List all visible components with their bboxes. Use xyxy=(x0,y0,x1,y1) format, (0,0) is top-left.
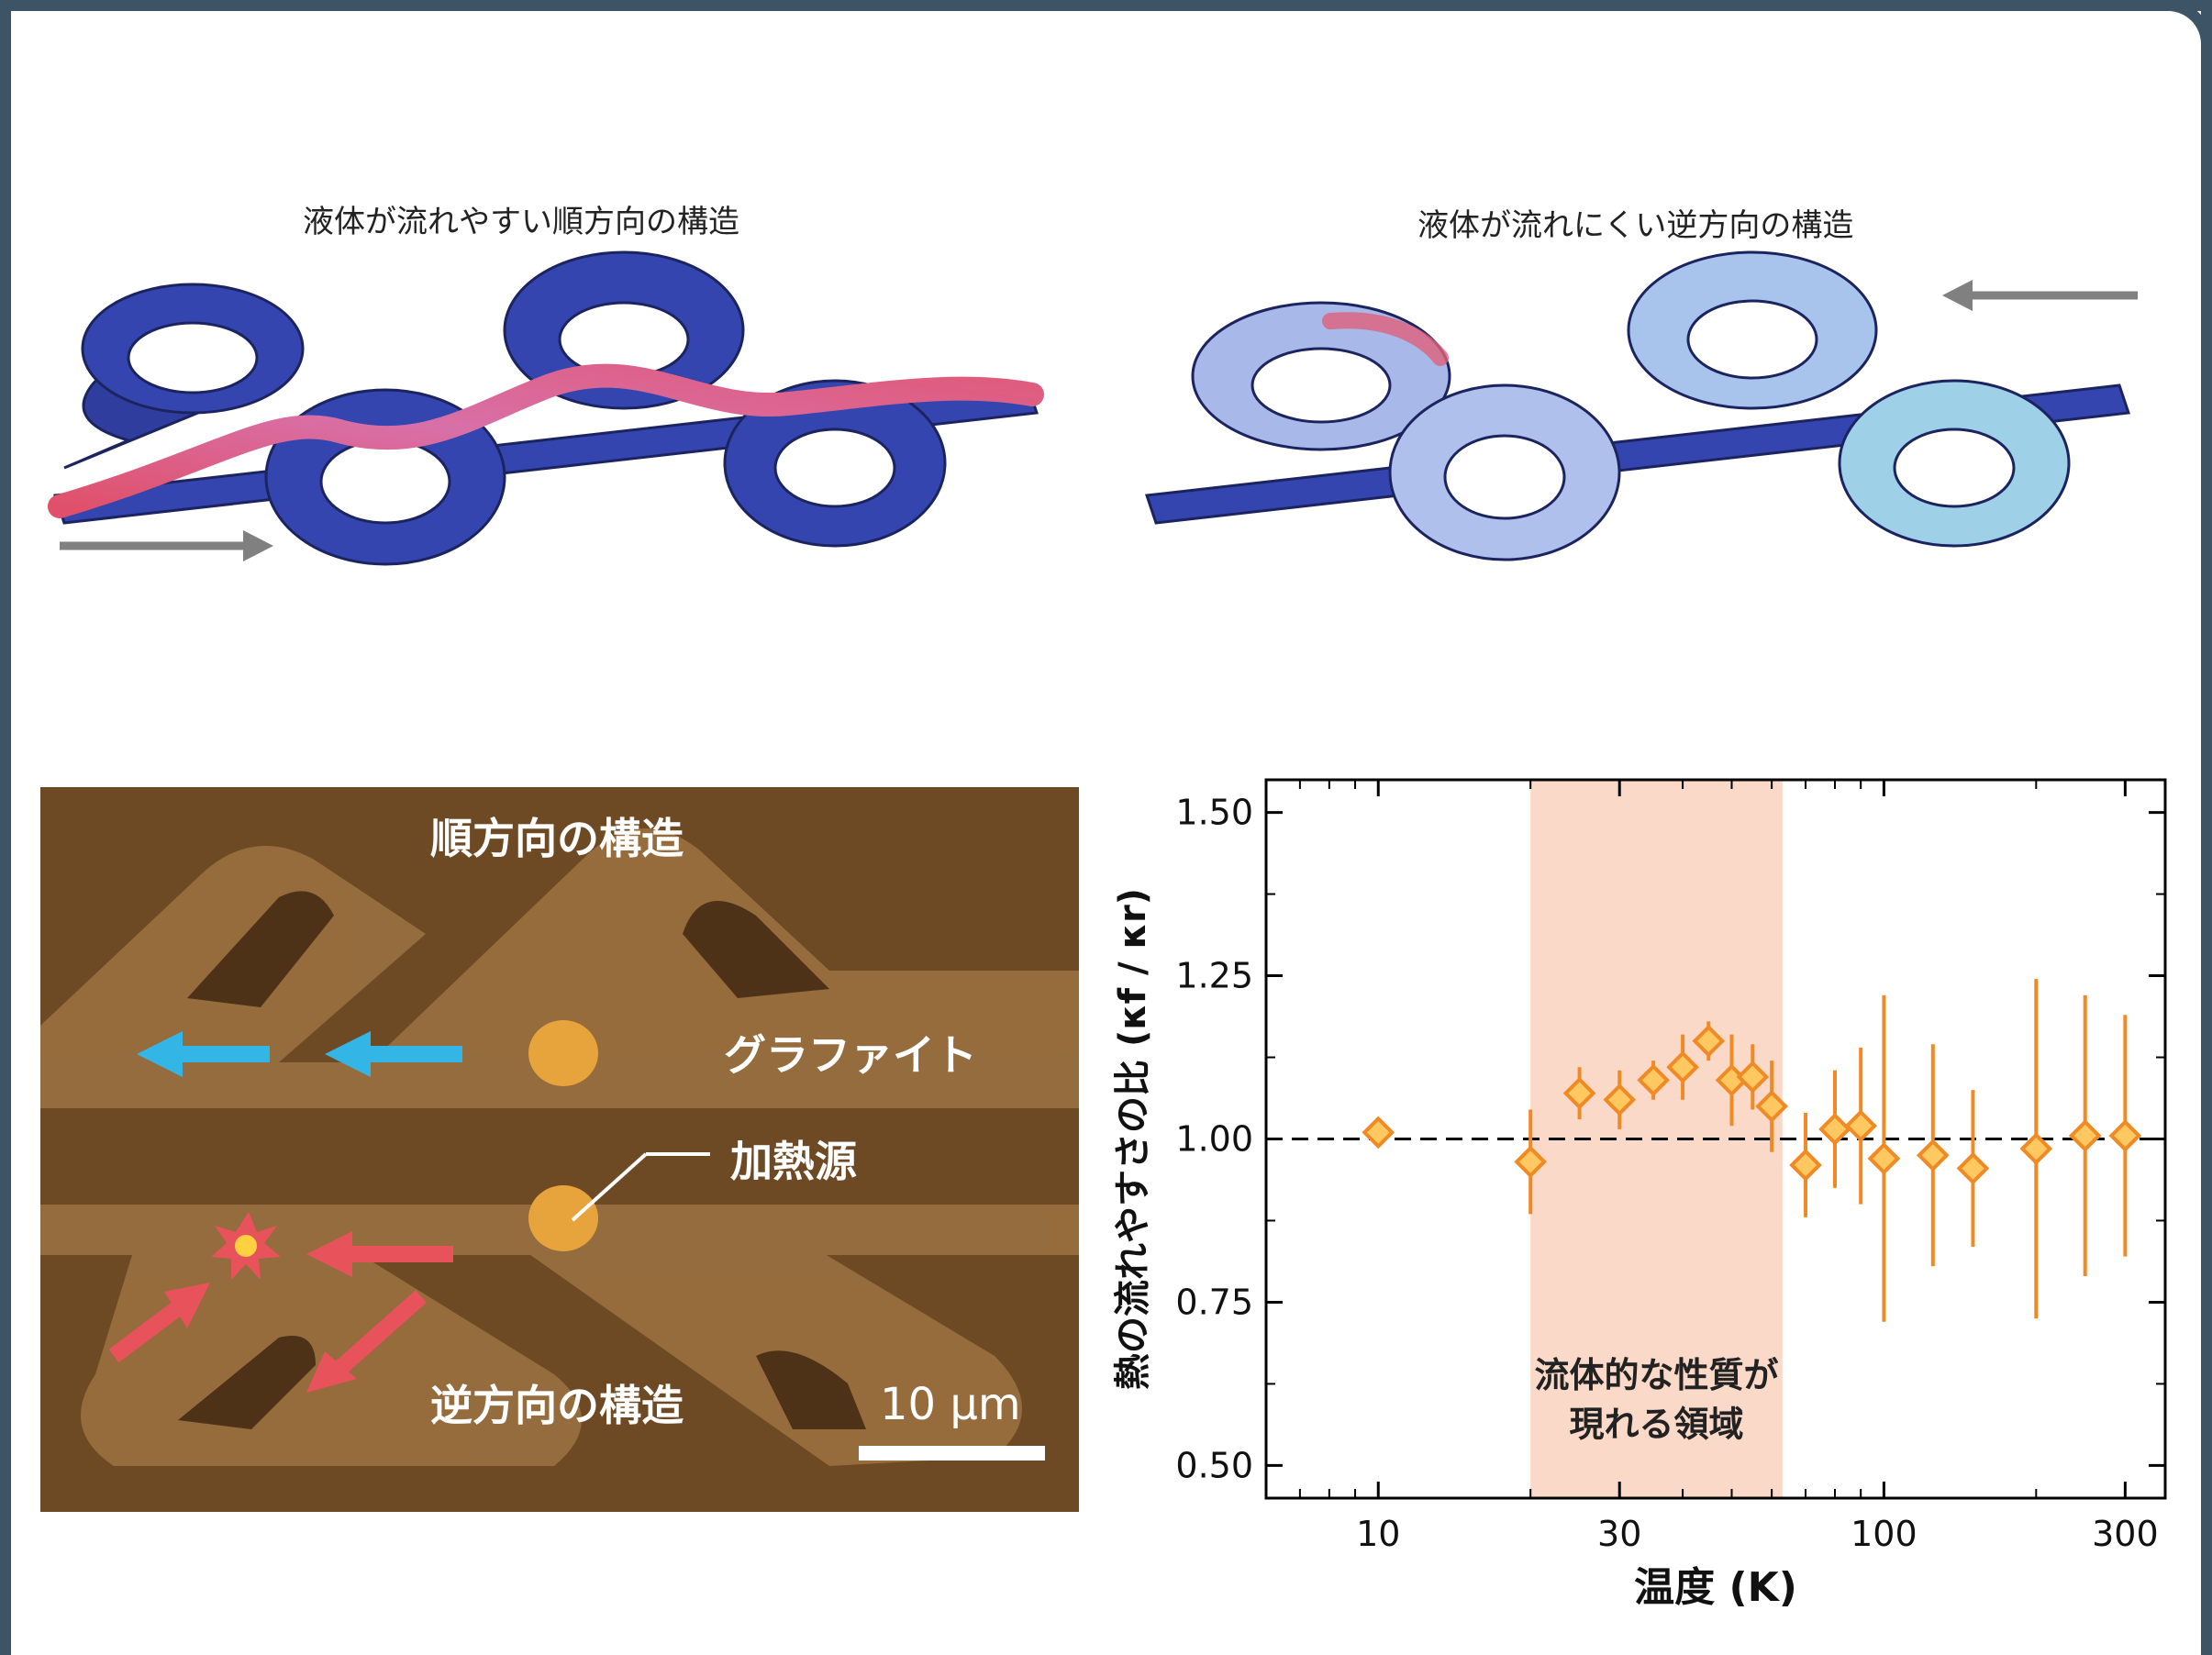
y-tick-label: 0.75 xyxy=(1175,1282,1253,1322)
data-point xyxy=(1362,1116,1395,1150)
x-tick-label: 100 xyxy=(1851,1514,1917,1554)
forward-channel-structure xyxy=(48,250,1044,566)
blue-arrow-right xyxy=(325,1031,462,1077)
data-point xyxy=(1867,1142,1901,1175)
forward-simulation-figure xyxy=(48,250,1044,566)
micrograph-annotations xyxy=(108,1031,1045,1461)
x-axis-label: 温度 (K) xyxy=(1634,1564,1797,1611)
data-point xyxy=(1692,1024,1726,1058)
heater-label: 加熱源 xyxy=(730,1137,857,1186)
optical-micrograph: 順方向の構造 グラファイト 加熱源 逆方向の構造 10 μm xyxy=(40,787,1079,1512)
x-tick-label: 10 xyxy=(1356,1514,1400,1554)
y-tick-label: 1.25 xyxy=(1175,956,1253,996)
data-point xyxy=(1916,1139,1950,1172)
data-point xyxy=(1637,1063,1670,1097)
red-arrows xyxy=(108,1231,453,1393)
heater-pad-top xyxy=(528,1020,598,1086)
y-tick-label: 0.50 xyxy=(1175,1445,1253,1485)
data-point xyxy=(1789,1149,1822,1182)
graphite-label: グラファイト xyxy=(724,1030,977,1080)
data-point xyxy=(1844,1109,1878,1143)
y-tick-label: 1.50 xyxy=(1175,793,1253,833)
forward-structure-label: 順方向の構造 xyxy=(430,814,684,863)
data-point xyxy=(1956,1151,1990,1185)
y-axis-label: 熱の流れやすさの比 (κf / κr) xyxy=(1112,888,1154,1390)
x-tick-label: 30 xyxy=(1597,1514,1641,1554)
data-point xyxy=(1736,1061,1770,1094)
region-label-line2: 現れる領域 xyxy=(1569,1404,1743,1444)
scale-bar xyxy=(859,1446,1045,1461)
x-tick-label: 300 xyxy=(2092,1514,2159,1554)
reverse-simulation-figure xyxy=(1144,250,2138,561)
data-point xyxy=(1603,1083,1637,1116)
data-point xyxy=(2019,1132,2053,1166)
reverse-flow-arrow xyxy=(1942,280,2138,311)
heater-pointer xyxy=(571,1152,648,1222)
data-point xyxy=(1755,1090,1788,1123)
reverse-structure-title: 液体が流れにくい逆方向の構造 xyxy=(1417,207,1854,244)
ratio-chart-svg: 10 30 100 300 0.500.751.001.251.50 流体的な性質が … xyxy=(1112,778,2167,1611)
data-point xyxy=(1818,1112,1851,1146)
data-point xyxy=(1562,1076,1596,1110)
forward-structure-title: 液体が流れやすい順方向の構造 xyxy=(303,204,739,240)
region-label-line1: 流体的な性質が xyxy=(1534,1355,1778,1395)
reverse-structure-label: 逆方向の構造 xyxy=(430,1381,684,1430)
y-tick-label: 1.00 xyxy=(1175,1119,1253,1160)
reverse-channel-structure xyxy=(1144,250,2131,561)
ratio-chart: 10 30 100 300 0.50 0.75 1.00 1.25 1.50 流体的な性質が … xyxy=(1092,761,2193,1633)
data-point xyxy=(2068,1119,2102,1152)
star-burst-icon xyxy=(211,1212,281,1280)
scale-bar-label: 10 μm xyxy=(880,1379,1021,1430)
data-point xyxy=(1666,1050,1699,1084)
data-point xyxy=(1514,1145,1548,1179)
heater-pad-bottom xyxy=(528,1185,598,1251)
data-point xyxy=(2108,1119,2142,1152)
blue-arrow-left xyxy=(137,1031,270,1077)
forward-flow-arrow xyxy=(60,530,273,561)
